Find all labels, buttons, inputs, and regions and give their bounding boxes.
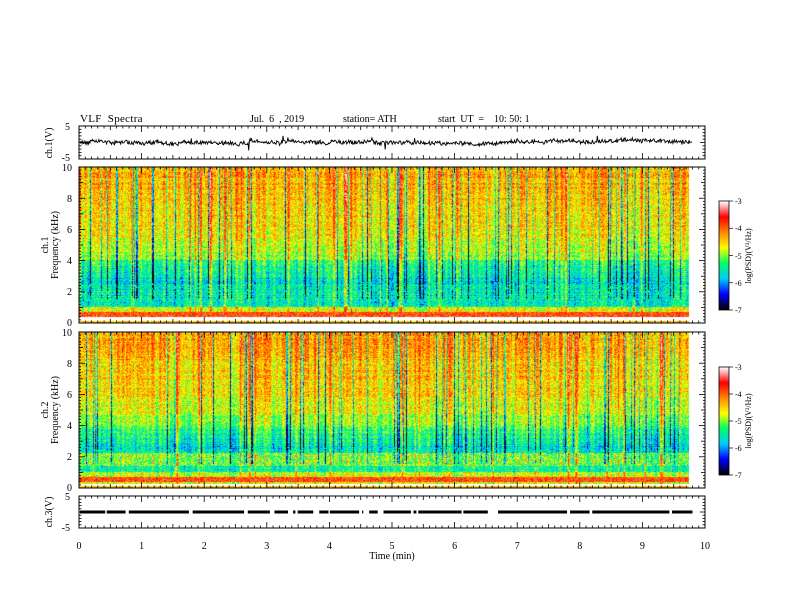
x-tick-label: 7 [515,541,520,552]
ch1-colorbar [719,201,729,310]
ch1-spectrogram-ylabel-channel: ch.1 [40,237,51,254]
ch2-colorbar-tick: -7 [735,471,742,480]
x-tick-label: 2 [202,541,207,552]
ch3-signal-gap [488,509,492,515]
station-label: station= ATH [343,114,397,125]
ch1-colorbar-tick: -3 [735,197,742,206]
ch1-freq-tick: 4 [67,256,72,267]
ch3-signal-gap [492,509,497,515]
ch3-signal-gap [461,509,464,515]
ch2-colorbar-tick: -6 [735,444,742,453]
ch3-signal-gap [125,509,129,515]
ch2-colorbar-tick: -4 [735,390,742,399]
ch2-freq-tick: 6 [67,390,72,401]
ch1-freq-tick: 8 [67,194,72,205]
ch3-signal-gap [328,509,330,515]
ch1-ytick-top: 5 [65,122,70,133]
x-tick-label: 1 [139,541,144,552]
x-tick-label: 10 [700,541,710,552]
ch1-colorbar-tick: -5 [735,252,742,261]
ch1-colorbar-tick: -4 [735,224,742,233]
ch1-spectrogram-ylabel-freq: Frequency (kHz) [50,211,61,279]
x-tick-label: 9 [640,541,645,552]
ch2-spectrogram [79,332,692,488]
ch2-colorbar-label: log(PSD)(V²/Hz) [744,393,753,449]
ch1-trace [79,135,693,151]
ch3-timeseries-ylabel: ch.3(V) [44,497,55,528]
ch3-signal-gap [567,509,571,515]
ch2-freq-tick: 0 [67,483,72,494]
ch2-freq-tick: 4 [67,421,72,432]
x-tick-label: 0 [77,541,82,552]
ch2-freq-tick: 2 [67,452,72,463]
ch1-freq-tick: 6 [67,225,72,236]
ch3-signal-gap [589,509,593,515]
ch3-ytick-top: 5 [65,492,70,503]
ch3-signal-gap [359,509,363,515]
ch3-signal-gap [410,509,414,515]
ch2-freq-tick: 8 [67,359,72,370]
ch3-signal-gap [105,509,107,515]
ch3-signal-gap [416,509,419,515]
date-label: Jul. 6 , 2019 [250,114,305,125]
ch1-colorbar-tick: -6 [735,279,742,288]
axis-ticks [78,125,733,529]
x-tick-label: 3 [264,541,269,552]
ch3-signal-gap [495,509,499,515]
ch3-signal-gap [244,509,248,515]
ch3-signal-gap [669,509,673,515]
ch1-freq-tick: 10 [62,163,72,174]
x-axis-label: Time (min) [369,551,414,562]
ch2-colorbar-tick: -3 [735,363,742,372]
ch1-timeseries-ylabel: ch.1(V) [44,128,55,159]
ch1-ytick-bottom: -5 [62,153,70,164]
ch1-spectrogram [79,167,692,323]
ch3-signal-gap [288,509,294,515]
ch1-colorbar-tick: -7 [735,306,742,315]
x-tick-label: 6 [452,541,457,552]
ch3-signal-gap [269,509,275,515]
chart-title: VLF Spectra [80,113,143,125]
ch3-signal-gap [377,509,384,515]
x-tick-labels: 0 1 2 3 4 5 6 7 8 9 10 [77,541,711,552]
ch3-signal-gap [188,509,193,515]
ch3-signal-gap [295,509,298,515]
x-tick-label: 5 [390,541,395,552]
x-tick-label: 4 [327,541,332,552]
ch2-freq-tick: 10 [62,328,72,339]
ch1-freq-tick: 2 [67,287,72,298]
ch2-colorbar-tick: -5 [735,417,742,426]
ch3-signal-gap [363,509,370,515]
ch3-gaps [105,509,673,515]
ch2-spectrogram-ylabel-freq: Frequency (kHz) [50,376,61,444]
ch2-colorbar [719,367,729,475]
ch1-freq-tick: 0 [67,318,72,329]
ch3-signal-gap [313,509,320,515]
ch3-ytick-bottom: -5 [62,523,70,534]
ch2-spectrogram-ylabel-channel: ch.2 [40,402,51,419]
ch1-colorbar-label: log(PSD)(V²/Hz) [744,228,753,284]
start-time-label: start UT = 10: 50: 1 [438,114,530,125]
x-tick-label: 8 [577,541,582,552]
